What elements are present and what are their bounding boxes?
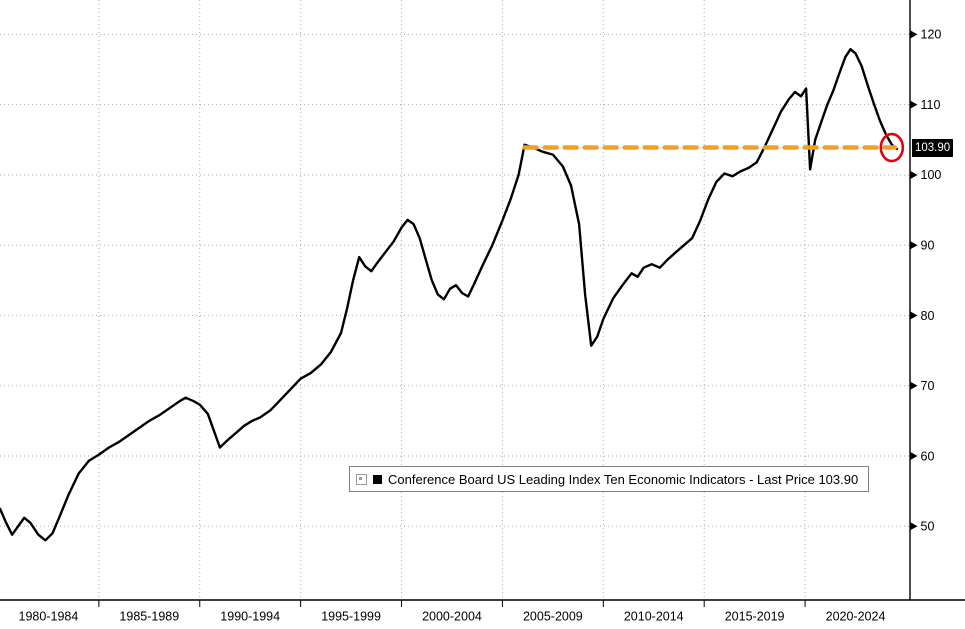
x-tick-label: 2015-2019 [725,610,785,624]
y-tick-label: 50 [921,520,935,534]
y-tick-label: 100 [921,168,942,182]
y-tick-label: 90 [921,238,935,252]
x-tick-label: 2005-2009 [523,610,583,624]
legend-expand-icon[interactable] [356,473,367,485]
x-tick-label: 1995-1999 [321,610,381,624]
y-tick-arrow-icon [910,451,918,461]
series-color-swatch [373,474,382,484]
x-tick-label: 2010-2014 [624,610,684,624]
x-tick-label: 2020-2024 [826,610,886,624]
price-line [0,48,899,542]
legend-label: Conference Board US Leading Index Ten Ec… [388,471,859,487]
highlight-circle-annotation [879,132,905,163]
last-price-badge: 103.90 [912,138,954,157]
y-tick-arrow-icon [910,30,918,39]
y-tick-label: 110 [921,98,941,112]
x-tick-label: 1980-1984 [19,610,79,624]
legend[interactable]: Conference Board US Leading Index Ten Ec… [349,466,870,492]
y-tick-arrow-icon [910,240,918,250]
y-tick-label: 70 [921,379,935,393]
y-tick-arrow-icon [910,522,918,531]
y-tick-arrow-icon [910,311,918,320]
y-tick-arrow-icon [910,170,918,180]
y-tick-label: 80 [921,309,935,323]
y-tick-arrow-icon [910,381,918,390]
y-tick-label: 60 [921,449,935,463]
y-tick-label: 120 [921,28,942,42]
y-tick-arrow-icon [910,100,918,109]
x-tick-label: 2000-2004 [422,610,482,624]
x-tick-label: 1990-1994 [220,610,280,624]
x-tick-label: 1985-1989 [119,610,179,624]
